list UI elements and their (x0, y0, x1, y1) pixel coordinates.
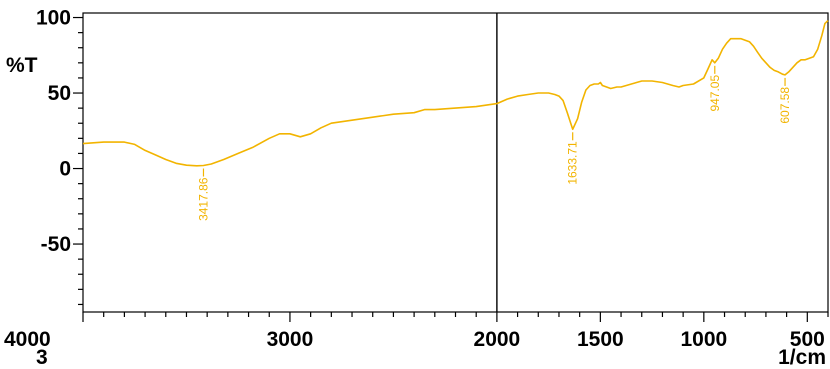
x-axis-label: 1/cm (778, 346, 826, 369)
x-tick-label: 2000 (474, 328, 521, 351)
trace-number: 3 (36, 346, 48, 369)
x-tick-label: 500 (790, 328, 825, 351)
y-tick-label: -50 (41, 233, 71, 256)
x-axis-ticks: 4000 3000 2000 1500 1000 500 (4, 312, 829, 351)
x-tick-label: 1500 (577, 328, 624, 351)
spectrum-line (82, 20, 829, 167)
peak-label: 607.58 (778, 87, 792, 124)
y-axis-ticks: 100 50 0 -50 (36, 7, 83, 306)
peak-label: 1633.71 (566, 141, 580, 185)
y-tick-label: 100 (36, 7, 71, 30)
y-axis-label: %T (6, 54, 38, 77)
plot-border (82, 12, 829, 313)
peak-label: 947.05 (708, 75, 722, 112)
y-tick-label: 50 (48, 82, 71, 105)
x-tick-label: 1000 (680, 328, 727, 351)
x-tick-label: 3000 (267, 328, 314, 351)
x-tick-label: 4000 (4, 328, 51, 351)
plot-frame (82, 12, 829, 313)
peak-annotations: 3417.86 1633.71 947.05 607.58 (196, 65, 792, 221)
peak-label: 3417.86 (196, 177, 210, 221)
y-tick-label: 0 (59, 158, 71, 181)
